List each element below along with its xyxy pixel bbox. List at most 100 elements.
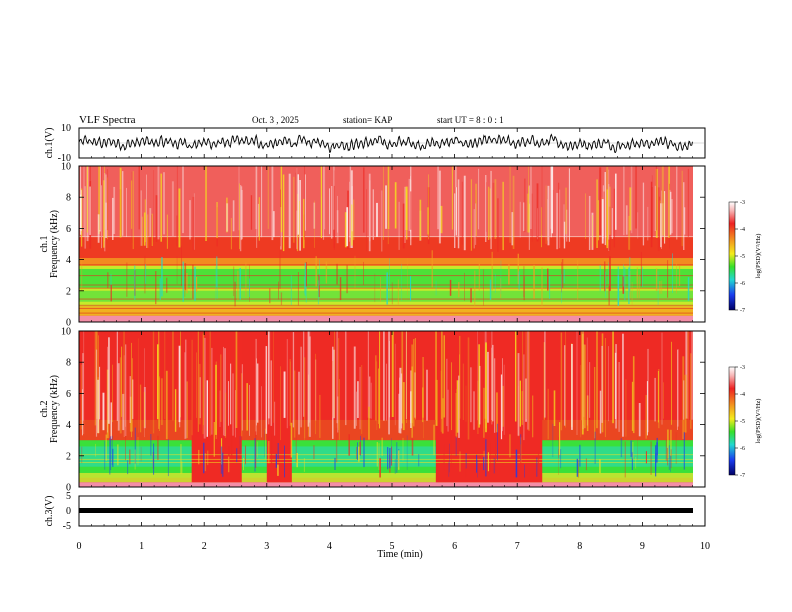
spec1-streak	[523, 276, 525, 301]
spec2-streak	[485, 439, 487, 477]
spec1-streak	[524, 178, 526, 233]
spec1-streak	[508, 264, 510, 285]
spec2-streak	[94, 331, 97, 426]
spec2-streak	[449, 443, 450, 473]
spec2-streak	[491, 347, 492, 420]
spec2-streak	[132, 379, 134, 419]
spec1-streak	[336, 263, 338, 285]
spec2-streak	[353, 346, 356, 429]
spec1-streak	[664, 191, 666, 244]
spec2-streak	[211, 347, 213, 435]
spec2-streak	[159, 378, 160, 427]
spec2-streak	[378, 368, 380, 424]
spec2-streak	[519, 380, 521, 427]
spec2-streak	[406, 331, 407, 423]
spec1-streak	[233, 266, 235, 297]
spec2-ytick-label: 2	[66, 451, 71, 462]
spec2-streak	[376, 361, 378, 430]
spec2-streak	[184, 352, 186, 439]
ch3-waveform-panel: 5 0 -5 ch.3(V)	[44, 491, 706, 532]
spec2-streak	[261, 386, 262, 438]
spec1-streak	[322, 166, 325, 240]
spec2-streak	[631, 452, 633, 470]
spec2-streak	[414, 338, 416, 420]
spec1-streak	[474, 270, 476, 306]
ch1-colorbar-tick-label: -3	[740, 200, 745, 206]
ch2-spectrogram-image	[79, 331, 693, 487]
spec1-streak	[605, 271, 606, 298]
spec1-streak	[563, 269, 565, 284]
spec1-streak	[664, 192, 665, 241]
spec1-streak	[176, 215, 178, 247]
ch2-frequency-ylabel: Frequency (kHz)	[49, 375, 60, 443]
spec1-streak	[451, 166, 453, 230]
spec1-streak	[517, 253, 519, 285]
spec1-streak	[189, 200, 191, 240]
spec2-streak	[646, 381, 648, 436]
spec2-streak	[402, 382, 405, 431]
spec2-streak	[241, 373, 243, 437]
spec2-streak	[356, 391, 357, 426]
spec2-streak	[612, 331, 614, 424]
spec2-streak	[398, 450, 400, 470]
spec1-streak	[182, 166, 184, 234]
spec1-streak	[547, 185, 550, 246]
spec1-streak	[528, 186, 530, 233]
spec2-streak	[315, 353, 316, 435]
spec2-streak	[450, 433, 452, 469]
spec1-streak	[529, 203, 530, 233]
time-x-axis: 0 1 2 3 4 5 6 7 8 9 10	[77, 128, 710, 552]
spec1-streak	[461, 181, 463, 245]
spec2-streak	[440, 370, 443, 432]
spec2-streak	[153, 443, 155, 475]
spec1-streak	[642, 266, 643, 287]
spec1-streak	[376, 202, 378, 237]
spec1-streak	[226, 197, 228, 233]
spec2-streak	[123, 331, 125, 420]
spec1-streak	[519, 201, 521, 238]
spec1-streak	[556, 192, 559, 250]
spec1-ytick-label: 0	[66, 318, 71, 329]
spec2-streak	[117, 444, 119, 466]
spec2-streak	[581, 333, 584, 435]
spec2-streak	[560, 449, 562, 469]
spec2-streak	[336, 331, 338, 424]
spec2-streak	[624, 441, 626, 478]
spec1-streak	[293, 176, 295, 243]
spec1-streak	[386, 272, 388, 305]
spec2-streak	[543, 342, 545, 420]
spec1-streak	[110, 274, 112, 291]
spec1-streak	[105, 202, 107, 238]
spec2-streak	[537, 451, 539, 477]
spec2-streak	[236, 448, 238, 463]
spec2-streak	[203, 331, 205, 426]
spec1-streak	[143, 212, 146, 246]
spec1-streak	[151, 214, 152, 248]
spec2-streak	[690, 353, 692, 429]
spec1-hline	[79, 236, 693, 238]
spec2-streak	[249, 384, 250, 436]
spec2-streak	[361, 365, 363, 434]
spec1-streak	[194, 266, 196, 301]
spec1-streak	[679, 266, 681, 286]
spec2-streak	[615, 344, 617, 429]
spec1-streak	[687, 168, 689, 237]
spec2-streak	[111, 435, 113, 466]
spec1-streak	[638, 275, 640, 298]
spec1-streak	[320, 166, 322, 239]
ch2-colorbar: -3 -4 -5 -6 -7 log(PSD)(V²/Hz)	[728, 365, 762, 479]
spec1-streak	[299, 201, 300, 238]
spec1-streak	[86, 166, 88, 233]
spec2-streak	[483, 387, 485, 438]
spec2-streak	[265, 428, 266, 460]
spec2-streak	[127, 460, 129, 475]
spec2-streak	[470, 367, 472, 423]
spec2-streak	[81, 446, 83, 464]
spec1-streak	[667, 260, 669, 298]
ch1-colorbar-label: log(PSD)(V²/Hz)	[755, 234, 762, 279]
spec2-ytick-label: 0	[66, 483, 71, 494]
spec1-streak	[428, 174, 429, 240]
spec2-streak	[140, 446, 142, 462]
spec2-streak	[117, 363, 120, 431]
spec2-streak	[334, 457, 336, 470]
